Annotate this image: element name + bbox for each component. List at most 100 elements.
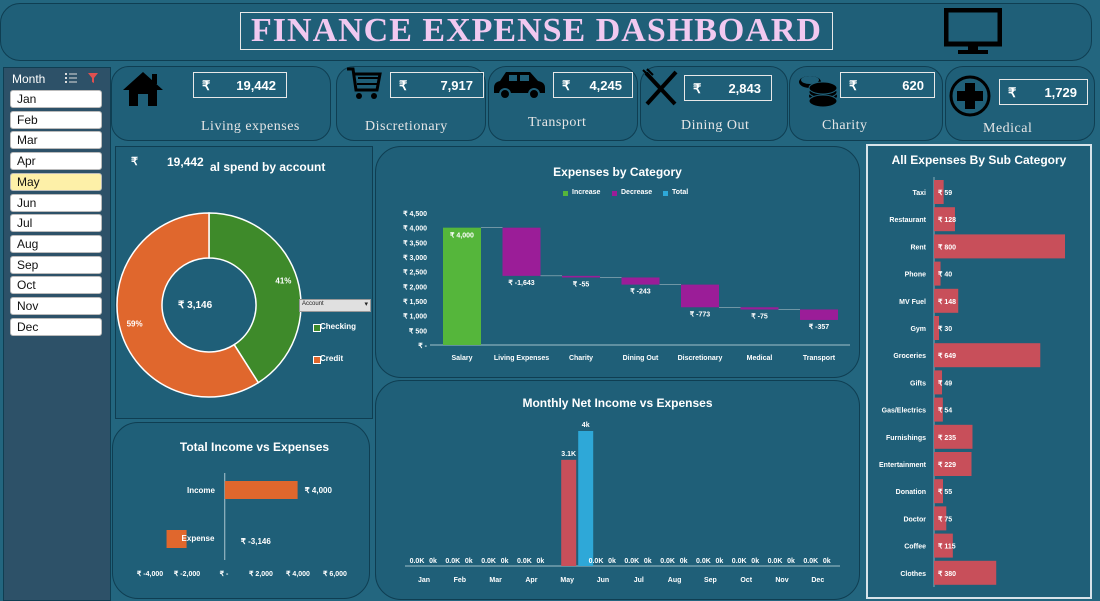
waterfall-ytick: ₹ 1,000 xyxy=(403,313,427,321)
kpi-value-box-living: ₹19,442 xyxy=(193,72,287,98)
monthly-data-label-mar-s1: 0k xyxy=(501,558,509,565)
sub-bar-5 xyxy=(934,316,939,340)
kpi-value-box-discretionary: ₹7,917 xyxy=(390,72,484,98)
monthly-category-mar: Mar xyxy=(489,577,502,584)
kpi-value-box-charity: ₹620 xyxy=(840,72,935,98)
waterfall-bar-0 xyxy=(443,227,481,345)
monthly-data-label-jul-s1: 0k xyxy=(644,558,652,565)
monthly-bar-may-s1 xyxy=(578,431,594,566)
ie-xtick: ₹ 6,000 xyxy=(323,570,347,578)
monthly-data-label-oct-s1: 0k xyxy=(751,558,759,565)
waterfall-legend-label-increase: Increase xyxy=(572,189,601,196)
sub-bar-2 xyxy=(934,234,1065,259)
waterfall-ytick: ₹ 3,000 xyxy=(403,254,427,262)
kpi-value-living: 19,442 xyxy=(236,78,276,93)
monthly-category-sep: Sep xyxy=(704,577,717,584)
waterfall-data-label-4: ₹ -773 xyxy=(690,310,711,318)
sub-category-1: Restaurant xyxy=(889,217,926,224)
sub-bar-14 xyxy=(934,560,997,585)
sub-bar-8 xyxy=(934,397,943,422)
sub-data-label-11: ₹ 55 xyxy=(938,488,952,496)
sub-bar-7 xyxy=(934,370,943,395)
shopping-cart-icon xyxy=(345,66,383,107)
waterfall-ytick: ₹ 2,500 xyxy=(403,269,427,277)
monthly-title: Monthly Net Income vs Expenses xyxy=(522,396,713,410)
monthly-data-label-jul-s0: 0.0K xyxy=(624,558,639,565)
donut-chart: 41% 59% xyxy=(116,212,302,398)
sub-data-label-13: ₹ 115 xyxy=(938,543,956,551)
kpi-value-box-dining: ₹2,843 xyxy=(684,75,772,101)
kpi-card-dining xyxy=(640,66,788,141)
sub-bar-12 xyxy=(934,506,947,531)
kpi-label-charity: Charity xyxy=(822,118,868,133)
sub-data-label-6: ₹ 649 xyxy=(938,352,956,360)
waterfall-bar-6 xyxy=(800,309,838,320)
sub-category-11: Donation xyxy=(896,489,926,496)
legend-label-checking: Checking xyxy=(320,322,357,331)
monthly-category-apr: Apr xyxy=(525,577,537,584)
monthly-bar-may-s0 xyxy=(561,459,577,566)
monthly-data-label-apr-s0: 0.0K xyxy=(517,558,532,565)
sub-bar-9 xyxy=(934,424,973,449)
chevron-down-icon: ▾ xyxy=(364,301,368,308)
sub-data-label-12: ₹ 75 xyxy=(938,515,952,523)
ie-xtick: ₹ 4,000 xyxy=(286,570,310,578)
legend-label-credit: Credit xyxy=(320,354,344,363)
waterfall-title: Expenses by Category xyxy=(553,165,682,179)
monthly-chart: 0.0K 0k Jan 0.0K 0k Feb 0.0K 0k Mar 0.0K 0k Apr 3.1K… xyxy=(405,422,840,584)
dashboard-title-box: FINANCE EXPENSE DASHBOARD xyxy=(240,12,833,50)
month-button-jan[interactable]: Jan xyxy=(10,90,102,108)
kpi-value-transport: 4,245 xyxy=(589,78,622,93)
waterfall-bar-1 xyxy=(502,227,541,276)
waterfall-category-label-3: Dining Out xyxy=(623,355,659,362)
month-button-mar[interactable]: Mar xyxy=(10,131,102,150)
kpi-value-box-medical: ₹1,729 xyxy=(999,79,1088,105)
medical-cross-icon xyxy=(948,74,992,123)
waterfall-category-label-5: Medical xyxy=(747,355,773,362)
month-button-jun[interactable]: Jun xyxy=(10,193,102,212)
car-icon xyxy=(490,68,548,105)
month-button-feb[interactable]: Feb xyxy=(10,110,102,129)
sub-bar-4 xyxy=(934,288,959,313)
sub-data-label-8: ₹ 54 xyxy=(938,407,952,415)
legend-swatch-credit xyxy=(313,356,321,364)
monthly-data-label-jan-s1: 0k xyxy=(429,558,437,565)
monthly-data-label-may-s1: 4k xyxy=(582,422,590,429)
sub-category-0: Taxi xyxy=(913,190,927,197)
sub-data-label-10: ₹ 229 xyxy=(938,461,956,469)
account-filter-dropdown[interactable]: Account ▾ xyxy=(299,299,371,312)
monthly-data-label-mar-s0: 0.0K xyxy=(481,558,496,565)
kpi-value-box-transport: ₹4,245 xyxy=(553,72,633,98)
sub-category-8: Gas/Electrics xyxy=(882,408,926,415)
multi-select-icon[interactable] xyxy=(64,71,78,89)
month-button-may[interactable]: May xyxy=(10,172,102,191)
house-icon xyxy=(121,70,165,113)
month-button-dec[interactable]: Dec xyxy=(10,317,102,336)
monitor-icon xyxy=(943,7,1003,61)
monthly-data-label-oct-s0: 0.0K xyxy=(732,558,747,565)
month-button-oct[interactable]: Oct xyxy=(10,276,102,295)
sub-data-label-0: ₹ 59 xyxy=(938,189,952,197)
ie-bar-income xyxy=(224,481,298,499)
subcategory-panel xyxy=(866,144,1092,599)
monthly-category-jun: Jun xyxy=(597,577,609,584)
donut-label-checking: 41% xyxy=(275,276,291,285)
month-button-aug[interactable]: Aug xyxy=(10,234,102,253)
sub-category-2: Rent xyxy=(910,244,926,251)
subcategory-chart: Taxi ₹ 59 Restaurant ₹ 128 Rent ₹ 800 Phone ₹ 4… xyxy=(879,177,1065,587)
monthly-data-label-may-s0: 3.1K xyxy=(561,451,576,458)
month-button-nov[interactable]: Nov xyxy=(10,297,102,315)
donut-title: al spend by account xyxy=(210,160,326,174)
month-button-jul[interactable]: Jul xyxy=(10,214,102,233)
month-button-apr[interactable]: Apr xyxy=(10,152,102,171)
monthly-data-label-dec-s1: 0k xyxy=(823,558,831,565)
ie-category-income: Income xyxy=(187,486,216,495)
kpi-value-medical: 1,729 xyxy=(1044,85,1077,100)
income-expense-title: Total Income vs Expenses xyxy=(179,440,330,454)
month-button-sep[interactable]: Sep xyxy=(10,255,102,274)
waterfall-data-label-2: ₹ -55 xyxy=(573,280,590,288)
monthly-data-label-nov-s0: 0.0K xyxy=(768,558,783,565)
clear-filter-icon[interactable] xyxy=(87,71,99,89)
monthly-net-panel xyxy=(375,380,860,600)
monthly-data-label-jun-s0: 0.0K xyxy=(589,558,604,565)
